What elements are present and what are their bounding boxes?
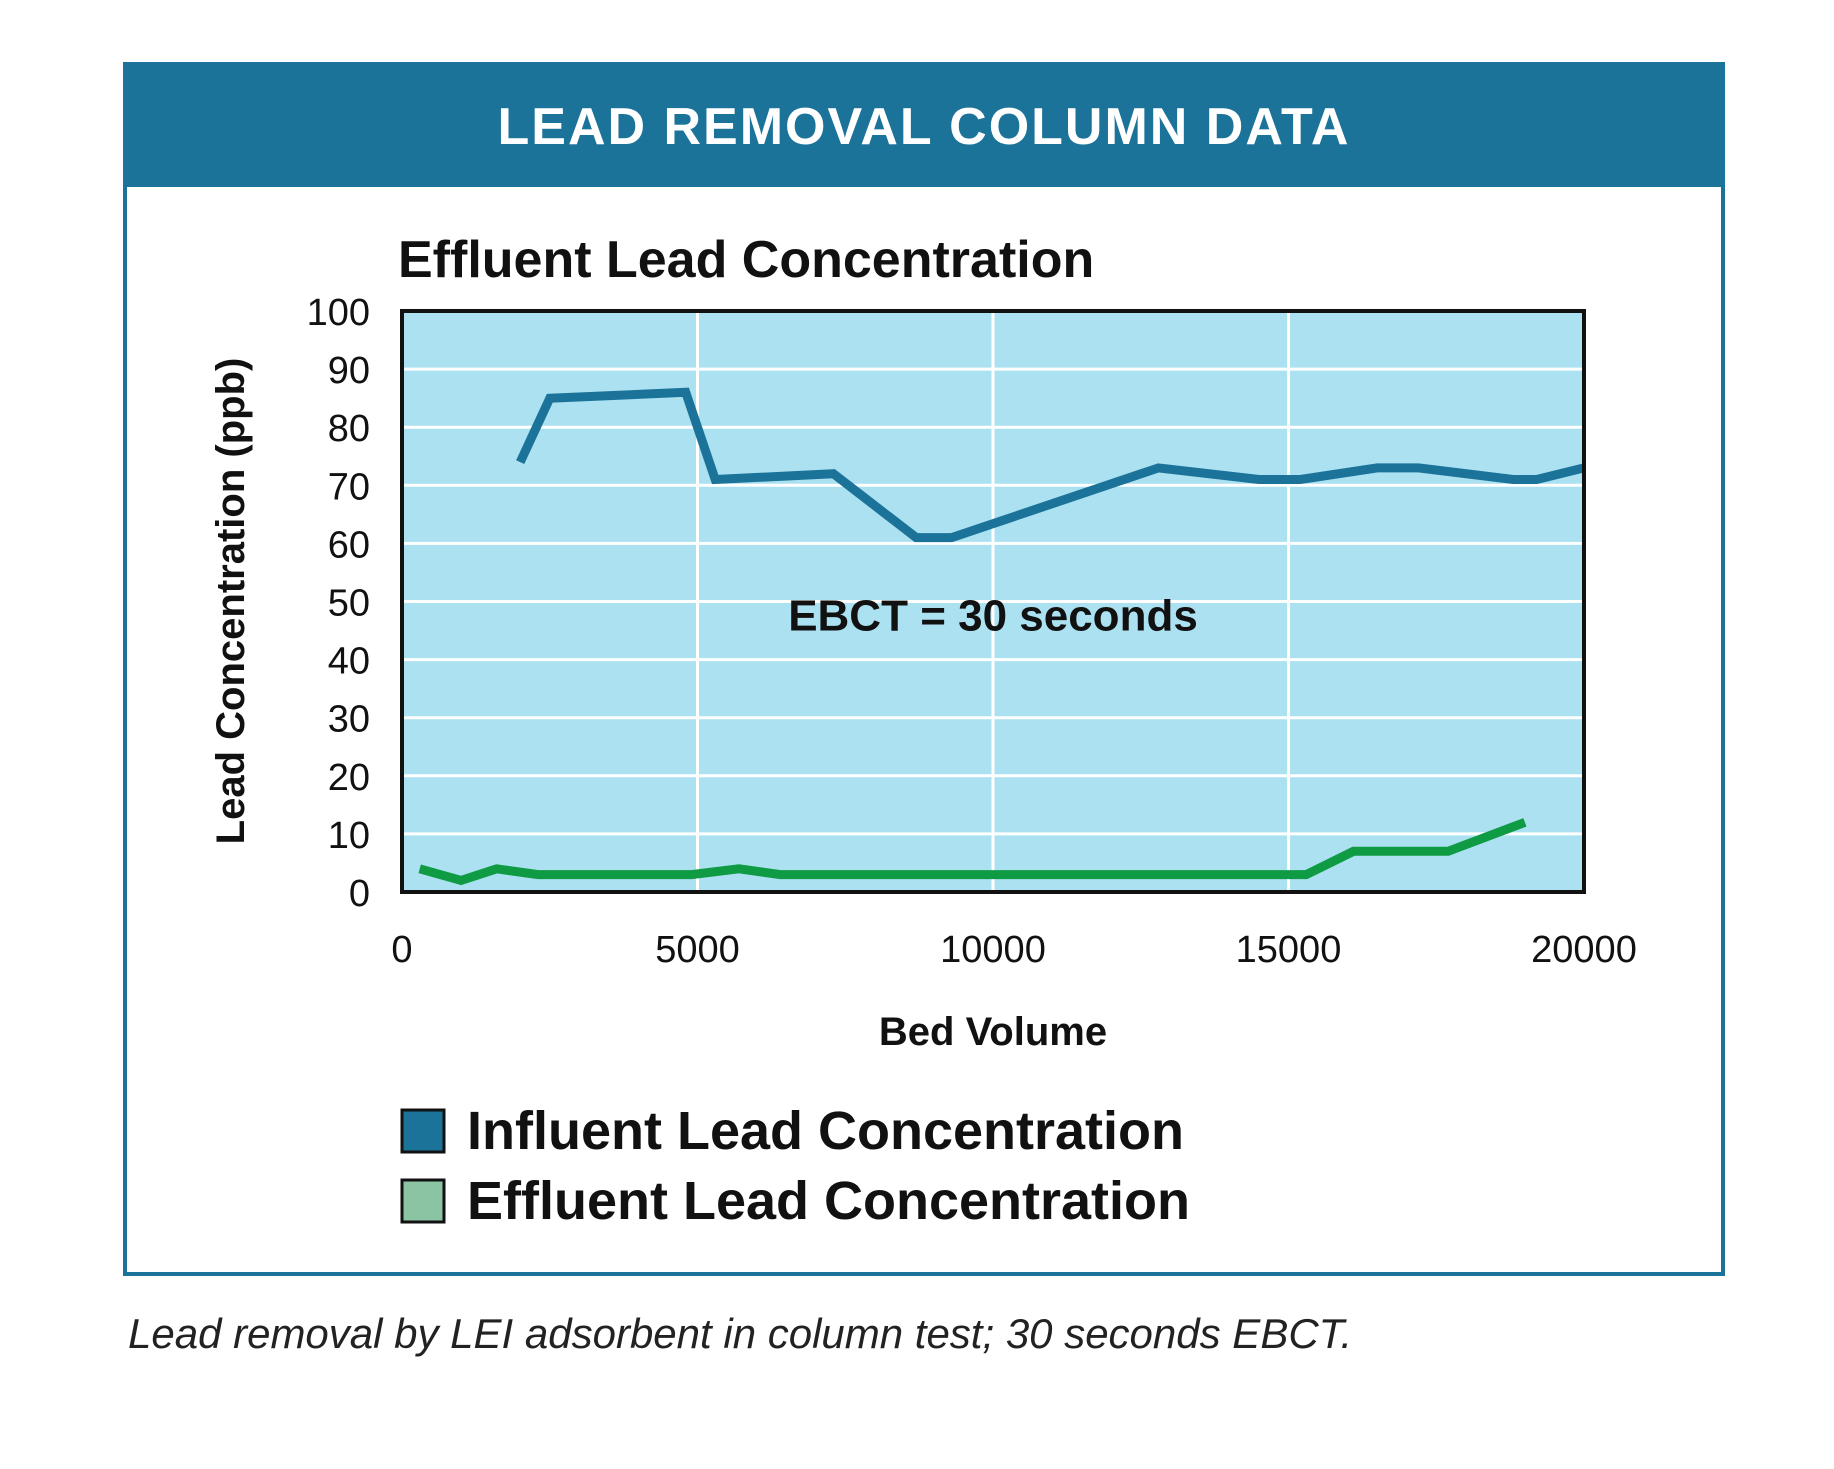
y-tick-label: 10: [328, 815, 370, 857]
y-tick-label: 90: [328, 350, 370, 392]
ebct-annotation: EBCT = 30 seconds: [788, 592, 1198, 641]
panel-header: LEAD REMOVAL COLUMN DATA: [127, 66, 1721, 187]
y-tick-label: 100: [307, 292, 370, 334]
chart-title: Effluent Lead Concentration: [398, 231, 1094, 289]
legend-influent-label: Influent Lead Concentration: [467, 1101, 1184, 1161]
y-tick-label: 40: [328, 641, 370, 683]
figure-caption: Lead removal by LEI adsorbent in column …: [128, 1310, 1353, 1357]
y-tick-label: 80: [328, 408, 370, 450]
y-tick-label: 0: [349, 873, 370, 915]
x-tick-label: 20000: [1531, 929, 1637, 971]
legend-effluent-label: Effluent Lead Concentration: [467, 1171, 1190, 1231]
x-tick-label: 0: [391, 929, 412, 971]
x-tick-label: 10000: [940, 929, 1046, 971]
legend-influent-swatch: [400, 1108, 446, 1154]
y-tick-label: 20: [328, 757, 370, 799]
y-tick-label: 70: [328, 466, 370, 508]
x-tick-label: 5000: [655, 929, 740, 971]
y-tick-label: 30: [328, 699, 370, 741]
plot-border: [400, 309, 1586, 894]
y-tick-label: 50: [328, 583, 370, 625]
y-axis-label: Lead Concentration (ppb): [209, 358, 253, 845]
x-tick-label: 15000: [1236, 929, 1342, 971]
y-tick-label: 60: [328, 524, 370, 566]
legend-effluent-swatch: [400, 1178, 446, 1224]
x-axis-label: Bed Volume: [879, 1010, 1107, 1054]
